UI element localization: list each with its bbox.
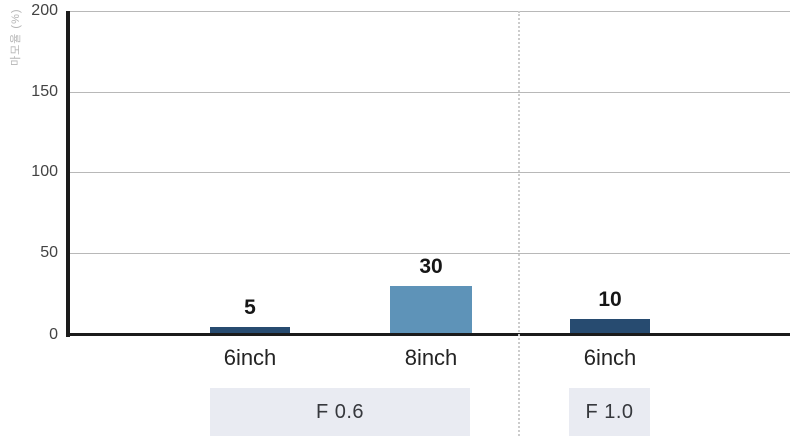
gridline-100 (68, 172, 790, 173)
bar-value-label: 30 (419, 255, 443, 278)
category-label-6inch-f06: 6inch (223, 345, 277, 370)
group-label-f06: F 0.6 (210, 388, 470, 436)
x-axis-line (66, 333, 790, 336)
bar-6inch-f06 (210, 327, 290, 335)
y-tick-50: 50 (40, 244, 58, 261)
y-tick-100: 100 (31, 163, 58, 180)
bar-8inch-f06 (390, 286, 472, 335)
group-label-f06-text: F 0.6 (315, 400, 365, 423)
y-axis-line (66, 11, 70, 337)
bar-6inch-f10 (570, 319, 650, 335)
group-separator-dotted-line (518, 11, 520, 436)
group-label-f10-text: F 1.0 (585, 400, 634, 423)
gridline-150 (68, 92, 790, 93)
gridline-50 (68, 253, 790, 254)
gridline-200 (68, 11, 790, 12)
category-label-6inch-f10: 6inch (583, 345, 637, 370)
y-tick-200: 200 (31, 2, 58, 19)
group-label-f10: F 1.0 (569, 388, 650, 436)
category-label-8inch-f06: 8inch (404, 345, 458, 370)
plot-area: 5 30 10 (68, 11, 790, 335)
y-tick-0: 0 (49, 326, 58, 343)
y-tick-150: 150 (31, 83, 58, 100)
bar-value-label: 10 (598, 288, 622, 311)
bar-value-label: 5 (244, 296, 256, 319)
